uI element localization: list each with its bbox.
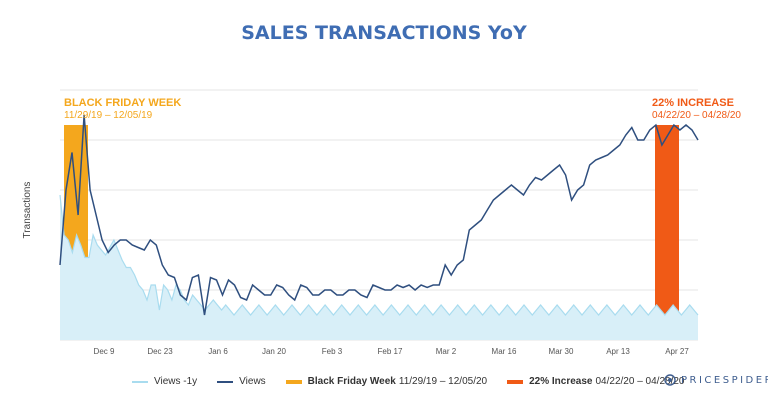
x-tick-label: Mar 2	[436, 347, 457, 356]
increase-band	[655, 125, 679, 340]
legend-swatch-black-friday	[285, 379, 302, 384]
line-views	[59, 114, 699, 316]
brand-name: PRICESPIDER	[681, 374, 768, 386]
legend-swatch-views-1y	[132, 380, 148, 383]
legend-item-views-1y[interactable]: Views -1y	[132, 376, 197, 387]
x-tick-label: Dec 9	[94, 347, 115, 356]
legend-item-black-friday[interactable]: Black Friday Week 11/29/19 – 12/05/20	[285, 376, 488, 387]
x-tick-label: Feb 3	[322, 347, 343, 356]
x-tick-label: Apr 27	[665, 347, 689, 356]
annotation-bf-title: BLACK FRIDAY WEEK	[64, 97, 182, 109]
x-tick-label: Mar 30	[549, 347, 574, 356]
x-tick-label: Apr 13	[606, 347, 630, 356]
legend-label-views-1y: Views -1y	[154, 376, 198, 387]
legend-label-views: Views	[239, 376, 266, 387]
line-views-1y	[59, 194, 699, 316]
x-tick-label: Feb 17	[378, 347, 403, 356]
y-axis-label: Transactions	[22, 182, 33, 239]
legend: Views -1y Views Black Friday Week 11/29/…	[132, 376, 704, 387]
legend-range-black-friday: 11/29/19 – 12/05/20	[398, 376, 488, 387]
annotation-inc-range: 04/22/20 – 04/28/20	[652, 110, 741, 121]
legend-item-increase[interactable]: 22% Increase 04/22/20 – 04/28/20	[507, 376, 684, 387]
grid-lines	[60, 89, 698, 341]
legend-label-increase: 22% Increase	[529, 376, 593, 387]
legend-range-increase: 04/22/20 – 04/28/20	[595, 376, 685, 387]
chart-title: SALES TRANSACTIONS YoY	[241, 22, 527, 44]
x-tick-labels: Dec 9 Dec 23 Jan 6 Jan 20 Feb 3 Feb 17 Mar 2 Ma…	[94, 347, 690, 356]
legend-swatch-increase	[507, 379, 524, 384]
x-tick-label: Mar 16	[492, 347, 517, 356]
annotation-inc-title: 22% INCREASE	[652, 97, 734, 109]
legend-label-black-friday: Black Friday Week	[307, 376, 396, 387]
x-tick-label: Jan 20	[262, 347, 287, 356]
series-lines	[59, 114, 699, 316]
legend-item-views[interactable]: Views	[217, 376, 266, 387]
brand-logo: PRICESPIDER	[664, 374, 768, 386]
legend-swatch-views	[217, 380, 234, 383]
spider-logo-icon	[664, 374, 676, 386]
area-views-1y	[60, 195, 698, 340]
area-fill-views-1y	[60, 195, 698, 340]
x-tick-label: Jan 6	[208, 347, 228, 356]
x-tick-label: Dec 23	[147, 347, 173, 356]
annotation-bf-range: 11/29/19 – 12/05/19	[64, 110, 153, 121]
